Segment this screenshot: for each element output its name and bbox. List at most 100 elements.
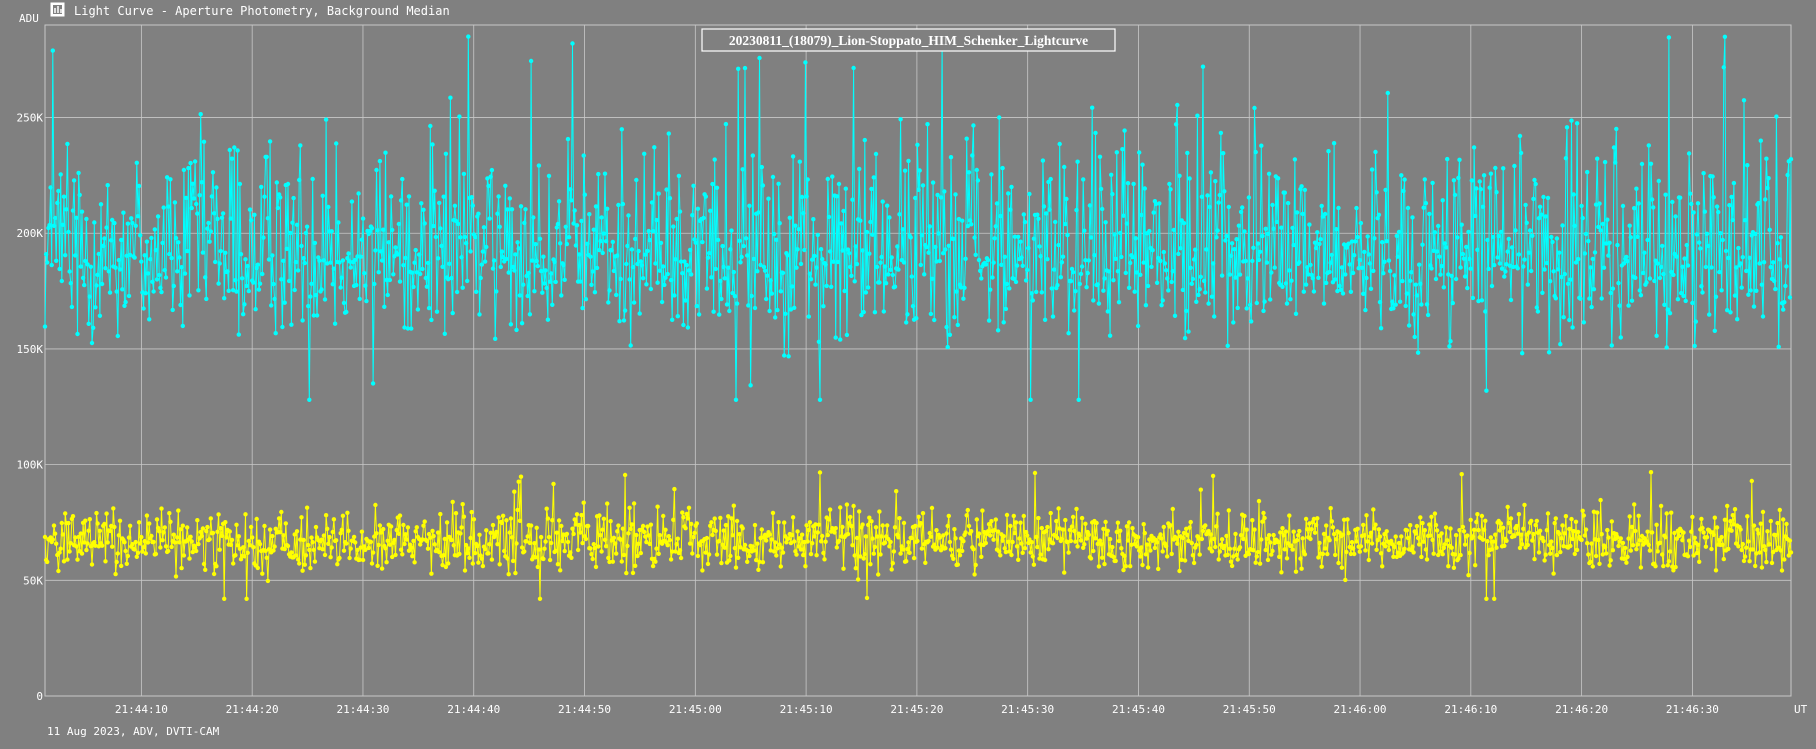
data-point [187, 556, 192, 561]
data-point [374, 531, 379, 536]
data-point [383, 150, 388, 155]
data-point [718, 278, 723, 284]
data-point [1208, 532, 1214, 537]
data-point [610, 239, 615, 245]
data-point [1648, 161, 1654, 166]
y-tick-label: 250K [17, 112, 44, 125]
data-point [1507, 529, 1513, 535]
data-point [449, 275, 454, 281]
data-point [1213, 179, 1218, 184]
data-point [1372, 526, 1377, 531]
data-point [243, 512, 248, 517]
data-point [173, 574, 179, 579]
data-point [147, 521, 152, 526]
data-point [1404, 528, 1410, 533]
data-point [1429, 266, 1434, 271]
data-point [1496, 233, 1501, 239]
data-point [991, 537, 996, 542]
data-point [677, 548, 683, 553]
data-point [1291, 529, 1296, 534]
data-point [203, 567, 208, 572]
data-point [1599, 532, 1604, 537]
data-point [1732, 507, 1738, 512]
data-point [897, 516, 902, 521]
data-point [85, 541, 90, 546]
data-point [1007, 286, 1012, 291]
data-point [706, 251, 712, 256]
data-point [644, 282, 649, 287]
data-point [1175, 541, 1180, 546]
data-point [1034, 289, 1039, 295]
data-point [297, 561, 302, 566]
data-point [503, 183, 508, 188]
data-point [927, 530, 932, 536]
data-point [575, 547, 581, 553]
data-point [1476, 298, 1481, 304]
data-point [286, 278, 292, 284]
data-point [591, 542, 596, 547]
data-point [1173, 535, 1179, 541]
data-point [1207, 204, 1212, 210]
data-point [1476, 527, 1481, 533]
data-point [1580, 215, 1585, 221]
data-point [1507, 263, 1513, 268]
data-point [1169, 551, 1174, 557]
data-point [1344, 549, 1349, 555]
data-point [873, 525, 879, 530]
data-point [300, 568, 305, 573]
data-point [1167, 181, 1172, 187]
data-point [116, 257, 122, 263]
data-point [1647, 548, 1653, 553]
data-point [510, 264, 516, 270]
data-point [1542, 558, 1547, 563]
data-point [112, 524, 117, 530]
data-point [654, 546, 659, 551]
data-point [338, 531, 343, 536]
data-point [1753, 231, 1758, 237]
data-point [1037, 556, 1042, 561]
data-point [1078, 538, 1084, 543]
data-point [960, 548, 965, 554]
data-point [822, 557, 827, 562]
data-point [885, 523, 890, 528]
data-point [1062, 570, 1067, 575]
data-point [262, 194, 267, 199]
data-point [1021, 212, 1026, 217]
data-point [301, 256, 306, 261]
data-point [854, 261, 860, 267]
data-point [416, 252, 422, 257]
data-point [1568, 543, 1573, 549]
data-point [1252, 527, 1257, 532]
data-point [1031, 562, 1037, 567]
data-point [938, 195, 944, 200]
data-point [1225, 552, 1230, 557]
data-point [405, 326, 411, 331]
data-point [211, 571, 217, 577]
data-point [504, 518, 509, 523]
data-point [1770, 549, 1776, 555]
data-point [1235, 557, 1240, 562]
data-point [358, 545, 363, 550]
data-point [550, 518, 555, 523]
data-point [110, 544, 115, 549]
data-point [328, 555, 333, 560]
data-point [251, 280, 256, 285]
data-point [1592, 250, 1598, 255]
data-point [102, 521, 107, 527]
data-point [340, 513, 346, 518]
data-point [664, 187, 669, 192]
data-point [874, 534, 880, 539]
data-point [1300, 536, 1305, 541]
data-point [711, 309, 716, 314]
data-point [1026, 540, 1031, 546]
data-point [1245, 276, 1251, 281]
data-point [1193, 247, 1198, 252]
data-point [1131, 181, 1136, 187]
data-point [360, 216, 366, 221]
data-point [1490, 234, 1496, 240]
data-point [187, 293, 192, 298]
data-point [1778, 548, 1784, 553]
data-point [1145, 565, 1151, 570]
data-point [1580, 508, 1585, 513]
data-point [301, 537, 306, 543]
